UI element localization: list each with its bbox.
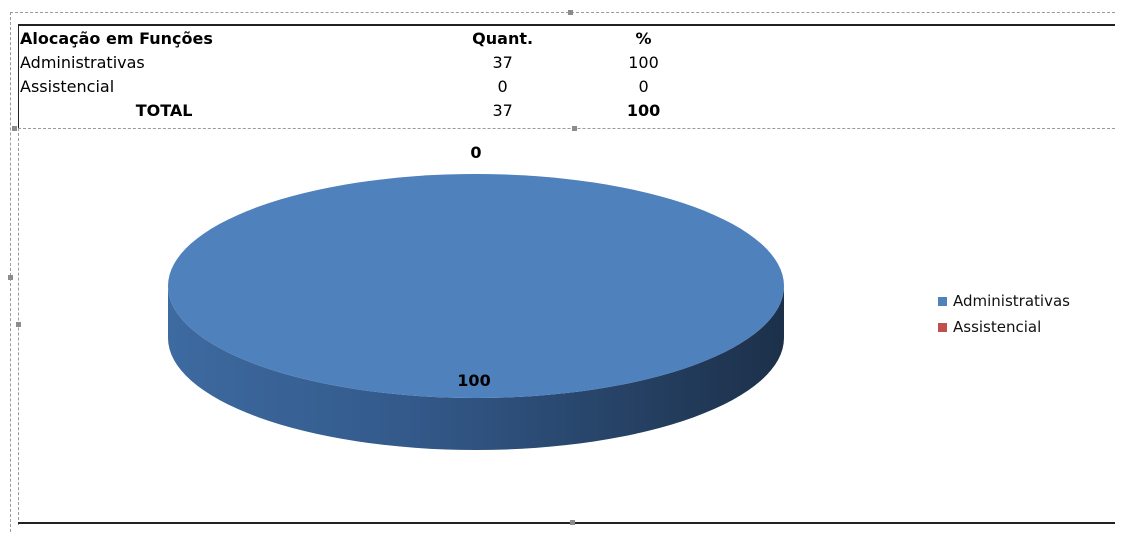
table-top-border: [18, 24, 1115, 26]
table-row: Administrativas 37 100: [20, 51, 720, 75]
pie-slice-side[interactable]: [168, 286, 784, 450]
legend-label: Administrativas: [953, 292, 1070, 310]
table-left-border: [18, 24, 19, 128]
row-quant: 37: [492, 53, 513, 72]
resize-handle[interactable]: [572, 126, 577, 131]
row-label: Assistencial: [20, 77, 115, 96]
header-quant: Quant.: [472, 29, 534, 48]
table-row: Assistencial 0 0: [20, 75, 720, 99]
legend-swatch: [938, 322, 947, 332]
resize-handle[interactable]: [570, 520, 575, 525]
row-label: Administrativas: [20, 53, 145, 72]
header-alocacao: Alocação em Funções: [20, 29, 213, 48]
header-percent: %: [635, 29, 652, 48]
resize-handle[interactable]: [568, 10, 573, 15]
resize-handle[interactable]: [12, 126, 17, 131]
total-quant: 37: [492, 101, 513, 120]
data-label-assistencial: 0: [470, 143, 481, 162]
row-percent: 100: [628, 53, 659, 72]
data-label-administrativas: 100: [457, 371, 490, 390]
chart-legend: Administrativas Assistencial: [938, 288, 1070, 340]
legend-item-administrativas[interactable]: Administrativas: [938, 288, 1070, 314]
resize-handle[interactable]: [8, 275, 13, 280]
pie-slice-administrativas[interactable]: [168, 174, 784, 398]
table-total-row: TOTAL 37 100: [20, 99, 720, 123]
chart-frame-top: [10, 12, 1115, 13]
total-label: TOTAL: [135, 101, 193, 120]
row-percent: 0: [638, 77, 649, 96]
plot-frame-top: [18, 128, 1115, 129]
chart-bottom-border: [18, 522, 1115, 524]
legend-item-assistencial[interactable]: Assistencial: [938, 314, 1070, 340]
allocation-table: Alocação em Funções Quant. % Administrat…: [20, 27, 720, 123]
chart-frame-left: [10, 12, 11, 532]
total-percent: 100: [626, 101, 661, 120]
resize-handle[interactable]: [16, 322, 21, 327]
legend-swatch: [938, 296, 947, 306]
legend-label: Assistencial: [953, 318, 1042, 336]
row-quant: 0: [497, 77, 508, 96]
table-header-row: Alocação em Funções Quant. %: [20, 27, 720, 51]
